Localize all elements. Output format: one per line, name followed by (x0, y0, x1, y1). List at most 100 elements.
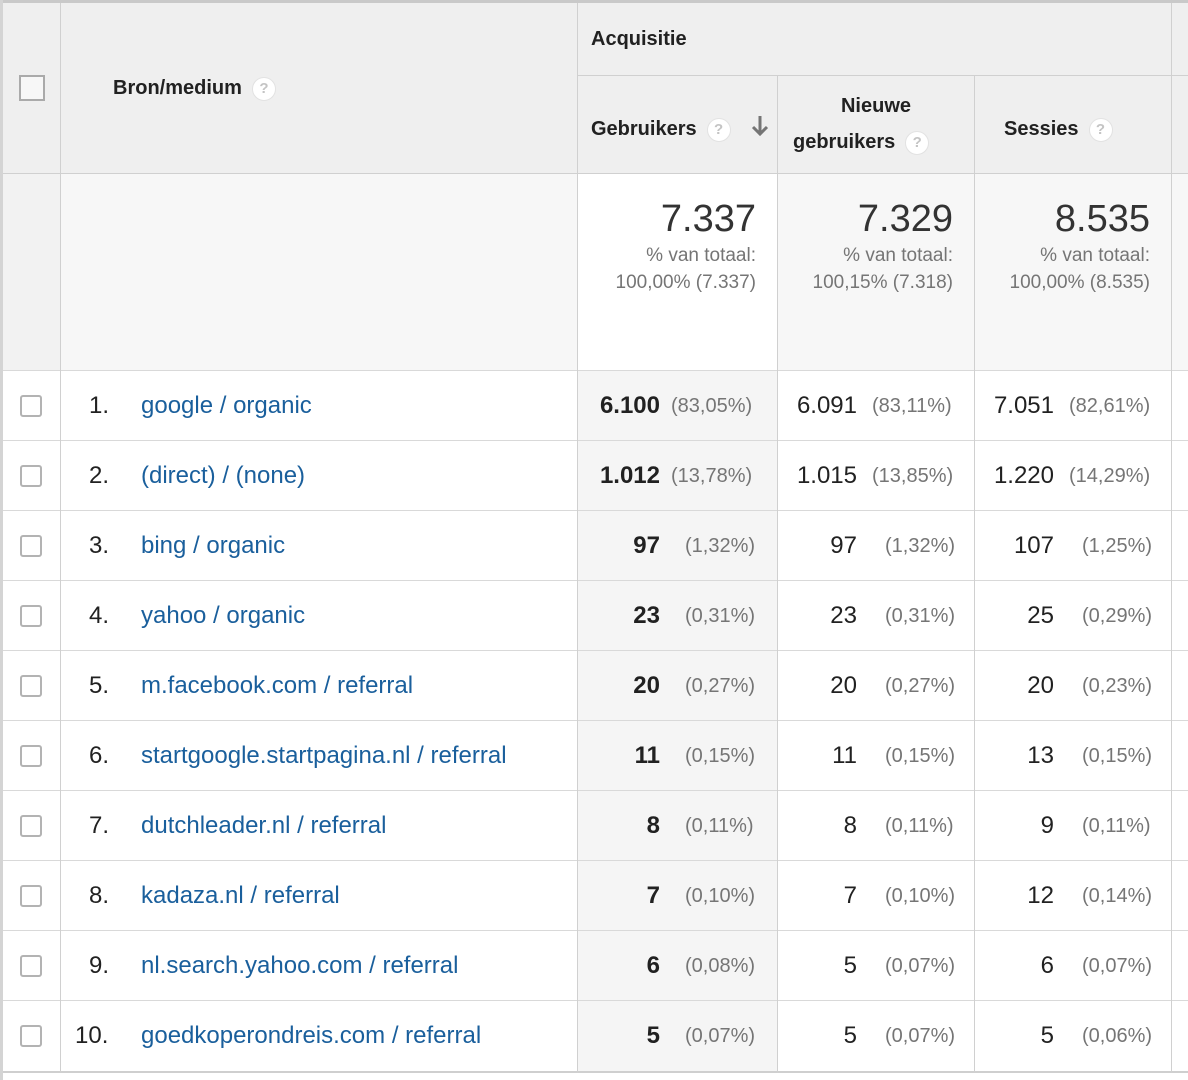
row-index: 8. (89, 882, 110, 909)
row-checkbox[interactable] (20, 535, 42, 557)
top-border (0, 0, 1188, 3)
row-divider (3, 440, 1188, 441)
sessions-value: 107 (1013, 532, 1054, 559)
totals-checkbox-cell (3, 174, 60, 370)
new-users-pct: (83,11%) (872, 395, 952, 417)
users-pct: (0,31%) (685, 605, 756, 627)
table-row[interactable]: 6. startgoogle.startpagina.nl / referral… (3, 721, 1188, 791)
col-divider (1171, 3, 1172, 1073)
col-divider (60, 3, 61, 1073)
new-users-value: 1.015 (796, 462, 857, 489)
row-checkbox[interactable] (20, 885, 42, 907)
table-row[interactable]: 5. m.facebook.com / referral 20 (0,27%) … (3, 651, 1188, 721)
sessions-pct: (0,15%) (1082, 745, 1153, 767)
row-index: 1. (89, 392, 110, 419)
new-users-pct: (0,27%) (885, 675, 956, 697)
total-gebruikers: 7.337 % van totaal: 100,00% (7.337) (578, 174, 757, 370)
row-index: 3. (89, 532, 110, 559)
row-checkbox[interactable] (20, 745, 42, 767)
table-row[interactable]: 9. nl.search.yahoo.com / referral 6 (0,0… (3, 931, 1188, 1001)
row-index: 10. (75, 1022, 109, 1049)
users-value: 97 (633, 532, 660, 559)
source-medium-link[interactable]: (direct) / (none) (141, 462, 306, 489)
source-medium-link[interactable]: m.facebook.com / referral (141, 672, 414, 699)
total-gebruikers-value: 7.337 (660, 198, 756, 240)
total-nieuwe-gebruikers: 7.329 % van totaal: 100,15% (7.318) (778, 174, 954, 370)
table-row[interactable]: 10. goedkoperondreis.com / referral 5 (0… (3, 1001, 1188, 1071)
column-header-sessies-label: Sessies (1004, 118, 1079, 140)
row-checkbox[interactable] (20, 395, 42, 417)
column-header-sessies[interactable]: Sessies? (1004, 111, 1113, 147)
row-checkbox[interactable] (20, 955, 42, 977)
row-divider (3, 650, 1188, 651)
group-header-acquisitie: Acquisitie (591, 28, 687, 50)
source-medium-link[interactable]: goedkoperondreis.com / referral (141, 1022, 482, 1049)
column-header-gebruikers[interactable]: Gebruikers? (591, 111, 731, 147)
new-users-pct: (0,11%) (885, 815, 954, 837)
table-row[interactable]: 8. kadaza.nl / referral 7 (0,10%) 7 (0,1… (3, 861, 1188, 931)
table-row[interactable]: 3. bing / organic 97 (1,32%) 97 (1,32%) … (3, 511, 1188, 581)
new-users-value: 7 (843, 882, 857, 909)
dimension-header[interactable]: Bron/medium? (113, 70, 276, 106)
users-pct: (1,32%) (685, 535, 756, 557)
column-header-nieuwe-label-line2: gebruikers (793, 131, 896, 153)
new-users-value: 23 (830, 602, 857, 629)
users-pct: (83,05%) (671, 395, 753, 417)
row-checkbox[interactable] (20, 465, 42, 487)
new-users-pct: (0,10%) (885, 885, 956, 907)
new-users-pct: (0,07%) (885, 955, 956, 977)
row-checkbox[interactable] (20, 815, 42, 837)
total-gebruikers-sub1: % van totaal: (646, 245, 756, 266)
column-header-gebruikers-label: Gebruikers (591, 118, 697, 140)
source-medium-link[interactable]: nl.search.yahoo.com / referral (141, 952, 459, 979)
table-row[interactable]: 7. dutchleader.nl / referral 8 (0,11%) 8… (3, 791, 1188, 861)
users-pct: (0,27%) (685, 675, 756, 697)
group-header-divider (578, 75, 1188, 76)
table-row[interactable]: 1. google / organic 6.100 (83,05%) 6.091… (3, 371, 1188, 441)
users-value: 6 (646, 952, 660, 979)
select-all-checkbox[interactable] (19, 75, 45, 101)
source-medium-link[interactable]: startgoogle.startpagina.nl / referral (141, 742, 507, 769)
help-circle-icon[interactable]: ? (905, 130, 930, 155)
help-circle-icon[interactable]: ? (1088, 117, 1113, 142)
sessions-value: 20 (1027, 672, 1054, 699)
total-nieuwe-gebruikers-sub1: % van totaal: (843, 245, 953, 266)
row-checkbox[interactable] (20, 1025, 42, 1047)
help-circle-icon[interactable]: ? (706, 117, 731, 142)
new-users-value: 8 (843, 812, 857, 839)
left-border (0, 0, 3, 1080)
sessions-pct: (14,29%) (1069, 465, 1151, 487)
col-divider (777, 76, 778, 1073)
source-medium-link[interactable]: google / organic (141, 392, 312, 419)
help-circle-icon[interactable]: ? (251, 76, 276, 101)
table-row[interactable]: 4. yahoo / organic 23 (0,31%) 23 (0,31%)… (3, 581, 1188, 651)
new-users-value: 5 (843, 1022, 857, 1049)
row-checkbox[interactable] (20, 605, 42, 627)
table-row[interactable]: 2. (direct) / (none) 1.012 (13,78%) 1.01… (3, 441, 1188, 511)
total-nieuwe-gebruikers-sub2: 100,15% (7.318) (812, 272, 954, 293)
users-pct: (0,08%) (685, 955, 756, 977)
users-pct: (13,78%) (671, 465, 753, 487)
arrow-down-icon[interactable] (750, 114, 770, 138)
source-medium-link[interactable]: kadaza.nl / referral (141, 882, 340, 909)
sessions-pct: (0,23%) (1082, 675, 1153, 697)
row-checkbox[interactable] (20, 675, 42, 697)
new-users-value: 11 (832, 742, 857, 769)
row-divider (3, 370, 1188, 371)
totals-dimension-cell (3, 174, 578, 370)
source-medium-link[interactable]: dutchleader.nl / referral (141, 812, 387, 839)
users-value: 8 (646, 812, 660, 839)
column-header-nieuwe-gebruikers[interactable]: gebruikers? (793, 124, 930, 160)
col-divider (577, 3, 578, 1073)
users-pct: (0,15%) (685, 745, 756, 767)
users-value: 5 (646, 1022, 660, 1049)
row-index: 4. (89, 602, 110, 629)
header-bottom-border (3, 173, 1188, 174)
row-divider (3, 580, 1188, 581)
new-users-value: 97 (830, 532, 857, 559)
column-header-nieuwe-label-line1[interactable]: Nieuwe (840, 95, 912, 117)
table-header-bg (3, 3, 1188, 173)
source-medium-link[interactable]: bing / organic (141, 532, 286, 559)
source-medium-link[interactable]: yahoo / organic (141, 602, 306, 629)
